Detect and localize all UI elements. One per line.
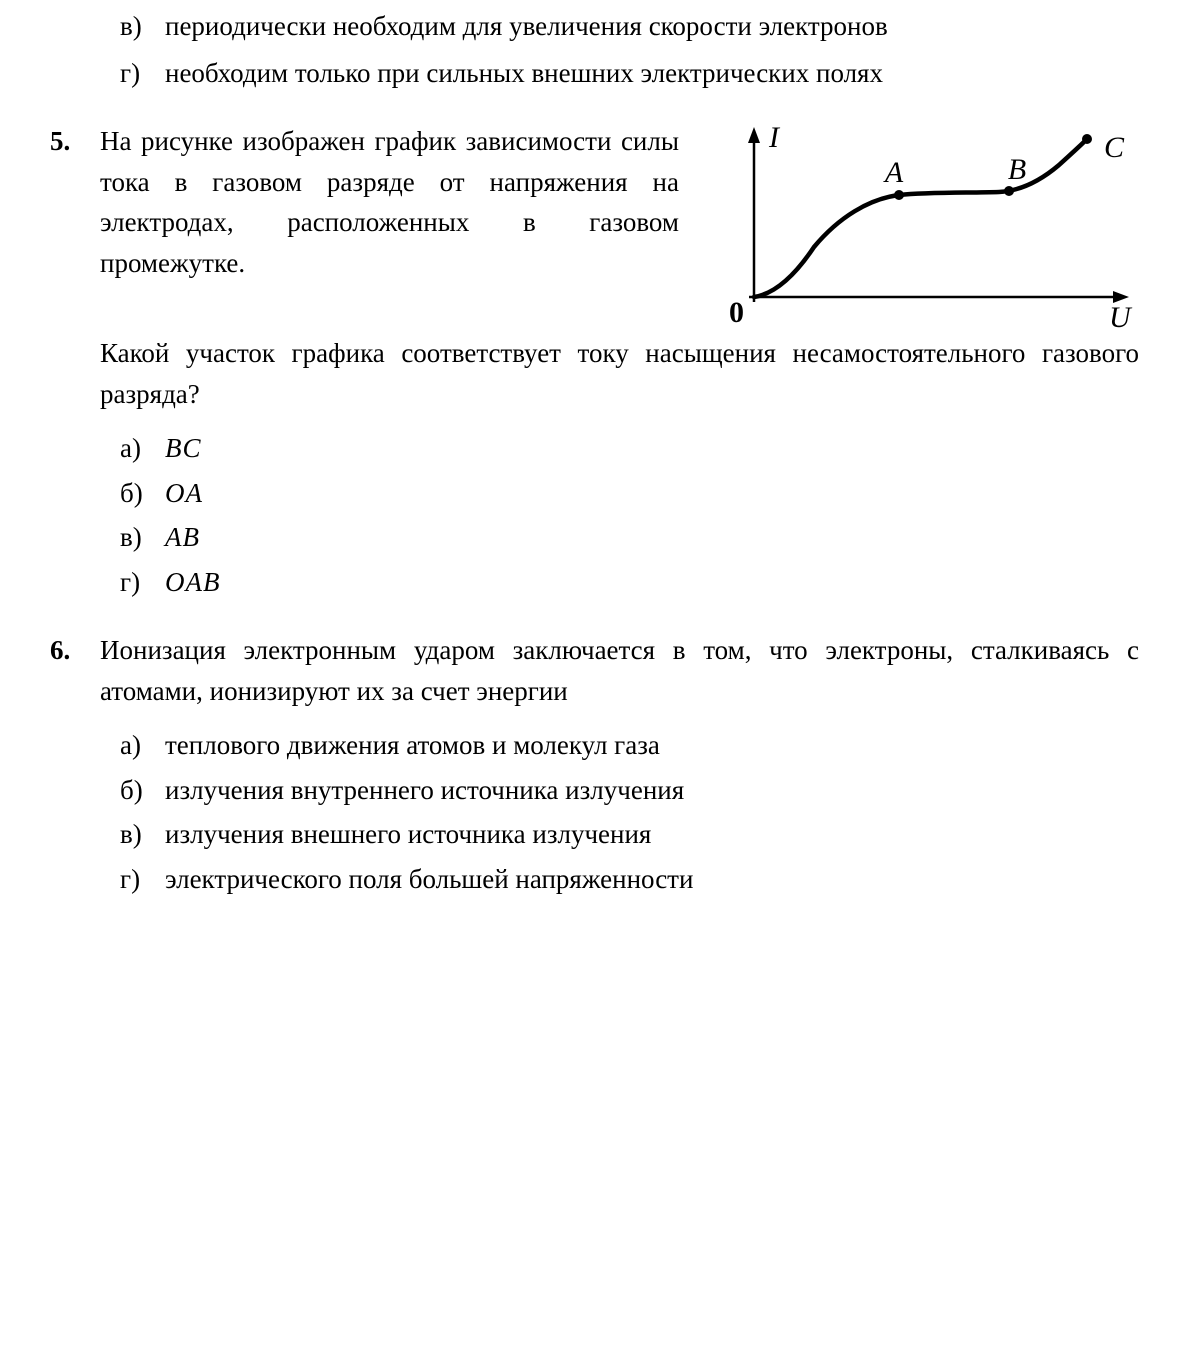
option-text: электрического поля большей напряженност… (165, 859, 1139, 900)
q5-text-graph-wrap: На рисунке изображен график зависимости … (100, 121, 1139, 337)
question-number: 5. (50, 121, 100, 414)
q6-option-g: г) электрического поля большей напряженн… (120, 859, 1139, 900)
option-text: периодически необходим для увеличения ск… (165, 6, 1139, 47)
q5-answers: а) BC б) OA в) AB г) OAB (50, 428, 1139, 602)
option-text: OA (165, 473, 1139, 514)
option-letter: в) (120, 517, 165, 558)
option-text: необходим только при сильных внешних эле… (165, 53, 1139, 94)
y-axis-label: I (768, 127, 781, 154)
question-6: 6. Ионизация электронным ударом заключае… (50, 630, 1139, 711)
q5-option-a: а) BC (120, 428, 1139, 469)
option-letter: б) (120, 770, 165, 811)
y-axis-arrow (748, 127, 760, 143)
q6-option-v: в) излучения внешнего источника излучени… (120, 814, 1139, 855)
option-letter: г) (120, 53, 165, 94)
option-text: OAB (165, 562, 1139, 603)
q5-option-v: в) AB (120, 517, 1139, 558)
q5-graph: I A B C 0 U (699, 121, 1139, 337)
option-text: теплового движения атомов и молекул газа (165, 725, 1139, 766)
page-content: в) периодически необходим для увеличения… (0, 6, 1189, 943)
q5-text-part1: На рисунке изображен график зависимости … (100, 121, 679, 283)
question-5: 5. На рисунке изображен график зависимос… (50, 121, 1139, 414)
question-body: На рисунке изображен график зависимости … (100, 121, 1139, 414)
question-body: Ионизация электронным ударом заключается… (100, 630, 1139, 711)
q5-option-g: г) OAB (120, 562, 1139, 603)
option-letter: а) (120, 428, 165, 469)
point-B-marker (1004, 186, 1014, 196)
option-text: излучения внешнего источника излучения (165, 814, 1139, 855)
question-number: 6. (50, 630, 100, 711)
option-letter: г) (120, 562, 165, 603)
option-text: BC (165, 428, 1139, 469)
point-B-label: B (1008, 153, 1026, 186)
option-letter: г) (120, 859, 165, 900)
point-C-label: C (1104, 131, 1125, 164)
prev-option-v: в) периодически необходим для увеличения… (120, 6, 1139, 47)
prev-option-g: г) необходим только при сильных внешних … (120, 53, 1139, 94)
q5-text-part2: Какой участок графика соответствует току… (100, 333, 1139, 414)
option-letter: в) (120, 6, 165, 47)
option-letter: б) (120, 473, 165, 514)
option-text: AB (165, 517, 1139, 558)
x-axis-label: U (1109, 301, 1133, 334)
option-letter: в) (120, 814, 165, 855)
iv-curve (754, 139, 1087, 297)
q5-option-b: б) OA (120, 473, 1139, 514)
q6-option-b: б) излучения внутреннего источника излуч… (120, 770, 1139, 811)
point-C-marker (1082, 134, 1092, 144)
origin-label: 0 (729, 296, 744, 329)
gas-discharge-graph: I A B C 0 U (699, 127, 1139, 337)
q6-option-a: а) теплового движения атомов и молекул г… (120, 725, 1139, 766)
option-text: излучения внутреннего источника излучени… (165, 770, 1139, 811)
point-A-label: A (883, 156, 904, 189)
option-letter: а) (120, 725, 165, 766)
q6-answers: а) теплового движения атомов и молекул г… (50, 725, 1139, 899)
point-A-marker (894, 190, 904, 200)
